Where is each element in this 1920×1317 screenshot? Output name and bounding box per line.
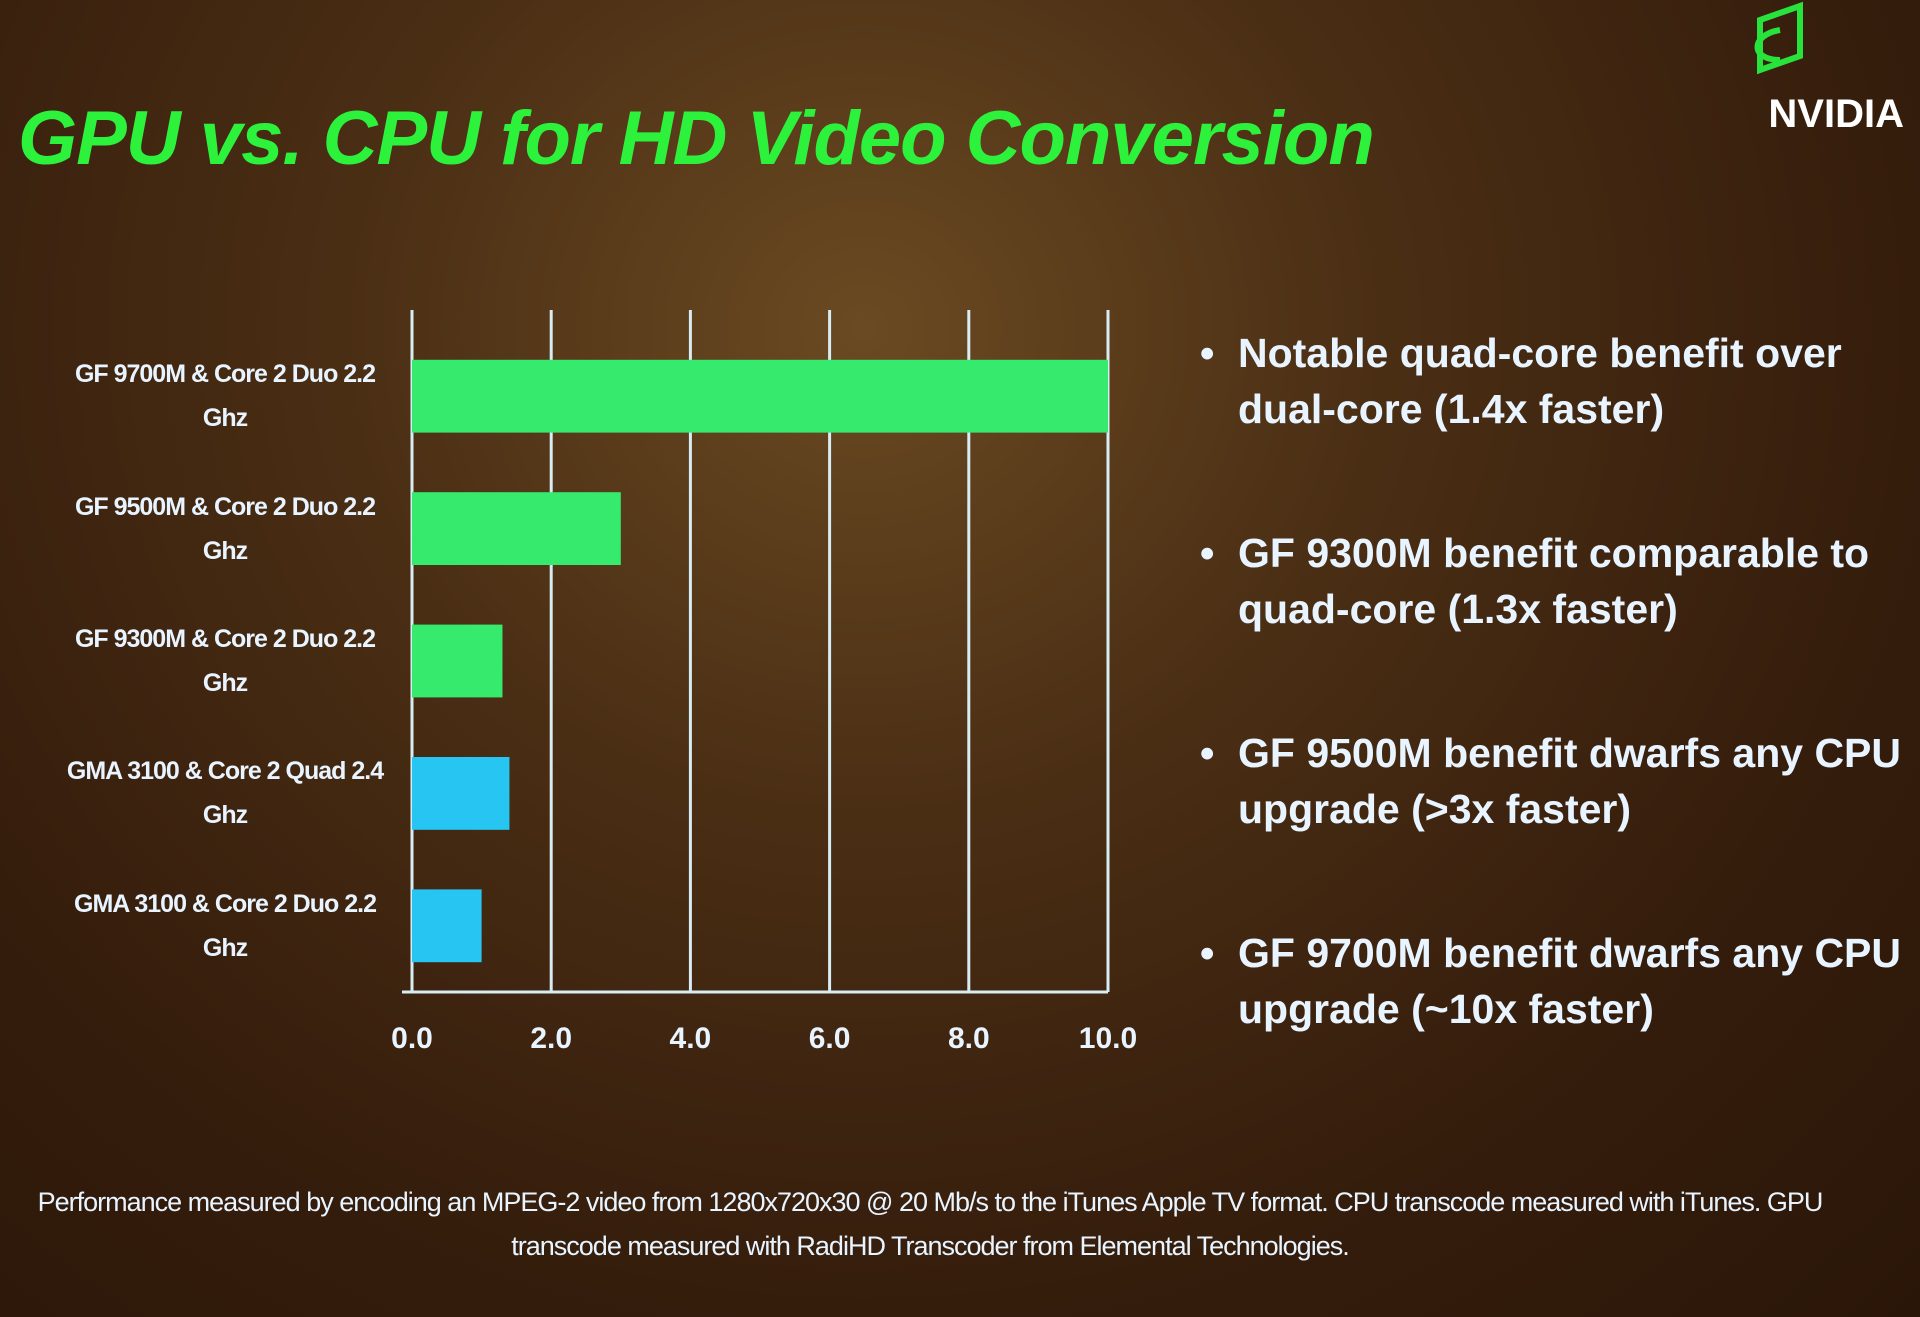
logo: NVIDIA bbox=[1768, 92, 1904, 136]
bullet: GF 9300M benefit comparable to quad-core… bbox=[1200, 525, 1918, 637]
y-tick-label: GF 9500M & Core 2 Duo 2.2 Ghz bbox=[74, 492, 376, 565]
bar bbox=[412, 359, 1108, 433]
x-tick-label: 8.0 bbox=[947, 1022, 990, 1055]
x-tick-label: 6.0 bbox=[808, 1022, 851, 1055]
bullet: Notable quad-core benefit over dual-core… bbox=[1200, 325, 1918, 437]
bullet: GF 9700M benefit dwarfs any CPU upgrade … bbox=[1200, 925, 1918, 1037]
bullet: GF 9500M benefit dwarfs any CPU upgrade … bbox=[1200, 725, 1918, 837]
bar bbox=[412, 889, 482, 963]
y-tick-label: GF 9300M & Core 2 Duo 2.2 Ghz bbox=[74, 625, 376, 697]
x-tick-label: 4.0 bbox=[669, 1022, 712, 1055]
footnote: Performance measured by encoding an MPEG… bbox=[37, 1187, 1824, 1261]
y-tick-label: GMA 3100 & Core 2 Quad 2.4 Ghz bbox=[66, 757, 384, 830]
x-tick-label: 10.0 bbox=[1078, 1022, 1138, 1055]
y-tick-label: GF 9700M & Core 2 Duo 2.2 Ghz bbox=[74, 360, 376, 433]
bar bbox=[412, 492, 621, 566]
x-tick-label: 2.0 bbox=[530, 1022, 573, 1055]
bar bbox=[412, 756, 510, 830]
y-tick-label: GMA 3100 & Core 2 Duo 2.2 Ghz bbox=[74, 889, 377, 962]
bar bbox=[412, 624, 503, 698]
x-tick-label: 0.0 bbox=[391, 1022, 433, 1055]
title: GPU vs. CPU for HD Video Conversion bbox=[18, 96, 1375, 181]
logo-mark bbox=[1754, 1, 1803, 75]
